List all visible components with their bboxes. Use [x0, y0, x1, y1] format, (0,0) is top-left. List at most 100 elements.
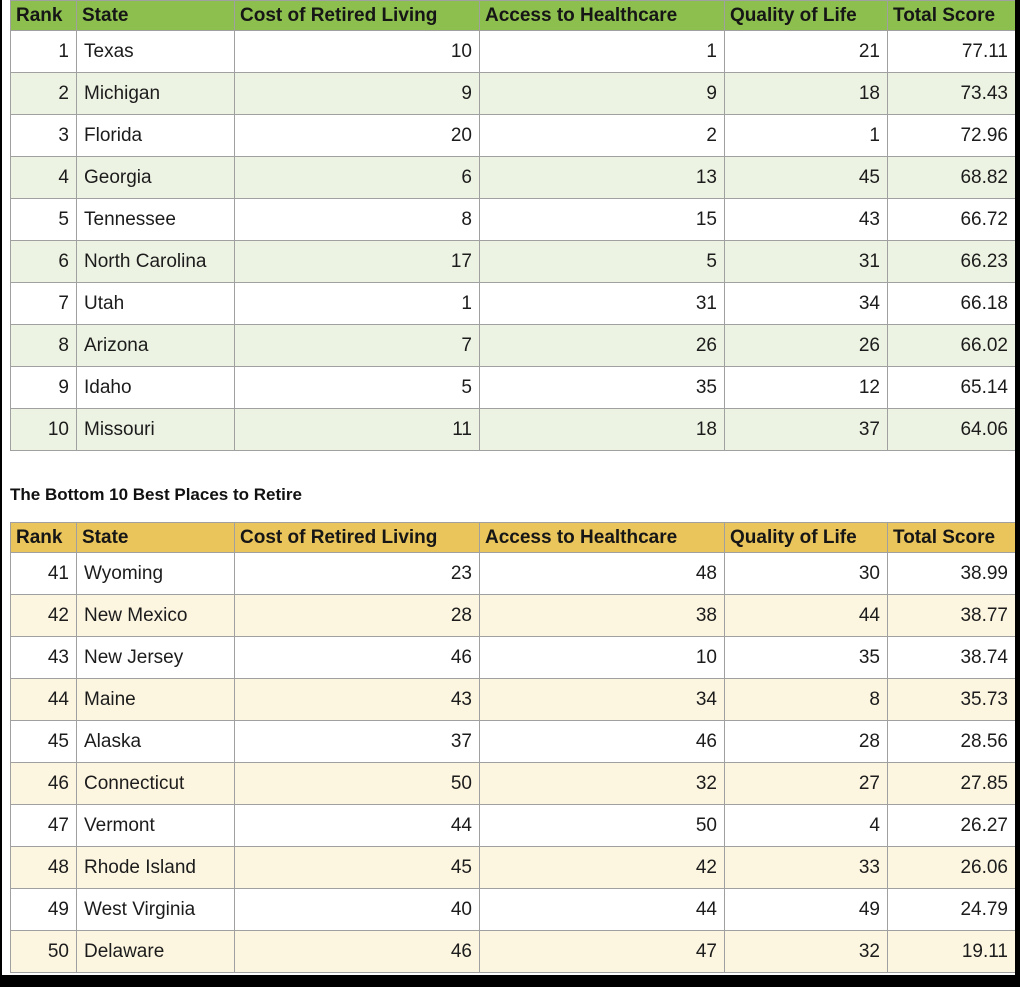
- table-row: 3 Florida 20 2 1 72.96: [10, 114, 1016, 157]
- value-cell: 28: [724, 720, 888, 763]
- table-row: 9 Idaho 5 35 12 65.14: [10, 366, 1016, 409]
- value-cell: 68.82: [887, 156, 1016, 199]
- value-cell: 1: [234, 282, 480, 325]
- value-cell: 5: [234, 366, 480, 409]
- state-cell: North Carolina: [76, 240, 235, 283]
- value-cell: 17: [234, 240, 480, 283]
- value-cell: 5: [479, 240, 725, 283]
- window-border-bottom: [0, 975, 1020, 987]
- window-border-right: [1015, 0, 1020, 987]
- value-cell: 23: [234, 552, 480, 595]
- value-cell: 42: [479, 846, 725, 889]
- value-cell: 34: [479, 678, 725, 721]
- value-cell: 8: [724, 678, 888, 721]
- value-cell: 46: [479, 720, 725, 763]
- value-cell: 72.96: [887, 114, 1016, 157]
- value-cell: 35: [724, 636, 888, 679]
- value-cell: 7: [234, 324, 480, 367]
- value-cell: 47: [10, 804, 77, 847]
- value-cell: 43: [10, 636, 77, 679]
- value-cell: 31: [479, 282, 725, 325]
- value-cell: 10: [479, 636, 725, 679]
- value-cell: 8: [10, 324, 77, 367]
- value-cell: 18: [479, 408, 725, 451]
- table-row: 6 North Carolina 17 5 31 66.23: [10, 240, 1016, 283]
- state-cell: Georgia: [76, 156, 235, 199]
- value-cell: 64.06: [887, 408, 1016, 451]
- value-cell: 48: [10, 846, 77, 889]
- value-cell: 38: [479, 594, 725, 637]
- value-cell: 49: [724, 888, 888, 931]
- value-cell: 19.11: [887, 930, 1016, 973]
- table-row: 10 Missouri 11 18 37 64.06: [10, 408, 1016, 451]
- header-row: Rank State Cost of Retired Living Access to…: [10, 522, 1016, 553]
- state-cell: Connecticut: [76, 762, 235, 805]
- column-header-rank: Rank: [10, 0, 77, 31]
- table-row: 8 Arizona 7 26 26 66.02: [10, 324, 1016, 367]
- state-cell: Wyoming: [76, 552, 235, 595]
- value-cell: 38.77: [887, 594, 1016, 637]
- value-cell: 66.18: [887, 282, 1016, 325]
- value-cell: 37: [724, 408, 888, 451]
- state-cell: Florida: [76, 114, 235, 157]
- table-row: 5 Tennessee 8 15 43 66.72: [10, 198, 1016, 241]
- value-cell: 33: [724, 846, 888, 889]
- state-cell: Arizona: [76, 324, 235, 367]
- value-cell: 27: [724, 762, 888, 805]
- value-cell: 27.85: [887, 762, 1016, 805]
- value-cell: 20: [234, 114, 480, 157]
- value-cell: 45: [10, 720, 77, 763]
- state-cell: Texas: [76, 30, 235, 73]
- value-cell: 48: [479, 552, 725, 595]
- value-cell: 41: [10, 552, 77, 595]
- table-row: 7 Utah 1 31 34 66.18: [10, 282, 1016, 325]
- value-cell: 45: [724, 156, 888, 199]
- value-cell: 31: [724, 240, 888, 283]
- column-header-total-score: Total Score: [887, 522, 1016, 553]
- table-row: 42 New Mexico 28 38 44 38.77: [10, 594, 1016, 637]
- top-table-header: Rank State Cost of Retired Living Access to…: [10, 0, 1016, 31]
- bottom-table-body: 41 Wyoming 23 48 30 38.99 42 New Mexico 28 38 44 38…: [10, 552, 1016, 973]
- value-cell: 46: [10, 762, 77, 805]
- value-cell: 42: [10, 594, 77, 637]
- column-header-cost-of-retired-living: Cost of Retired Living: [234, 0, 480, 31]
- state-cell: Missouri: [76, 408, 235, 451]
- table-row: 46 Connecticut 50 32 27 27.85: [10, 762, 1016, 805]
- value-cell: 2: [479, 114, 725, 157]
- value-cell: 46: [234, 930, 480, 973]
- value-cell: 32: [479, 762, 725, 805]
- table-row: 45 Alaska 37 46 28 28.56: [10, 720, 1016, 763]
- value-cell: 47: [479, 930, 725, 973]
- value-cell: 8: [234, 198, 480, 241]
- value-cell: 21: [724, 30, 888, 73]
- state-cell: Vermont: [76, 804, 235, 847]
- value-cell: 30: [724, 552, 888, 595]
- column-header-cost-of-retired-living: Cost of Retired Living: [234, 522, 480, 553]
- column-header-rank: Rank: [10, 522, 77, 553]
- state-cell: Delaware: [76, 930, 235, 973]
- value-cell: 9: [479, 72, 725, 115]
- column-header-total-score: Total Score: [887, 0, 1016, 31]
- value-cell: 38.74: [887, 636, 1016, 679]
- value-cell: 66.72: [887, 198, 1016, 241]
- column-header-quality-of-life: Quality of Life: [724, 0, 888, 31]
- value-cell: 4: [724, 804, 888, 847]
- column-header-quality-of-life: Quality of Life: [724, 522, 888, 553]
- value-cell: 44: [479, 888, 725, 931]
- value-cell: 10: [10, 408, 77, 451]
- value-cell: 50: [479, 804, 725, 847]
- value-cell: 44: [10, 678, 77, 721]
- column-header-access-to-healthcare: Access to Healthcare: [479, 522, 725, 553]
- value-cell: 6: [10, 240, 77, 283]
- value-cell: 13: [479, 156, 725, 199]
- value-cell: 43: [724, 198, 888, 241]
- top-10-retirement-table: Rank State Cost of Retired Living Access to…: [10, 0, 1016, 451]
- value-cell: 18: [724, 72, 888, 115]
- value-cell: 12: [724, 366, 888, 409]
- column-header-state: State: [76, 522, 235, 553]
- value-cell: 2: [10, 72, 77, 115]
- value-cell: 6: [234, 156, 480, 199]
- value-cell: 10: [234, 30, 480, 73]
- state-cell: Utah: [76, 282, 235, 325]
- top-table-body: 1 Texas 10 1 21 77.11 2 Michigan 9 9 18 73.43 3 Flori…: [10, 30, 1016, 451]
